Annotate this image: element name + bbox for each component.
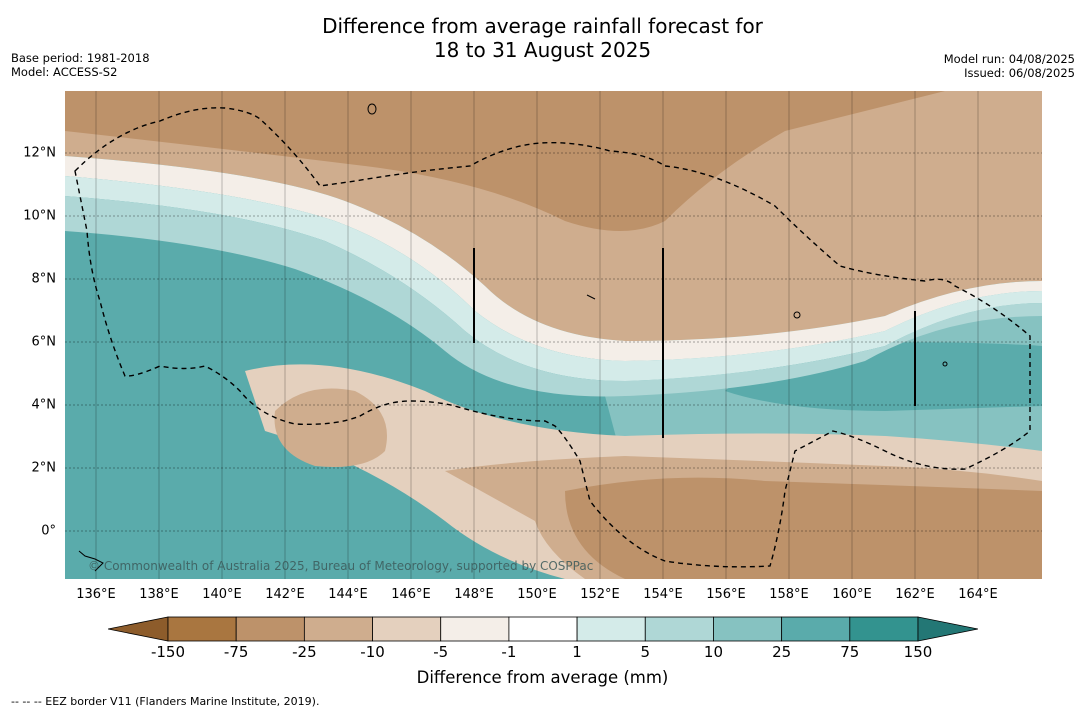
- lon-label: 136°E: [76, 587, 116, 602]
- colorbar-segments: [108, 616, 978, 642]
- lon-label: 158°E: [769, 587, 809, 602]
- lat-label: 0°: [41, 523, 56, 539]
- issued-text: Issued: 06/08/2025: [964, 66, 1075, 80]
- base-period-text: Base period: 1981-2018: [11, 51, 150, 65]
- colorbar-segment: [372, 616, 442, 642]
- meta-left: Base period: 1981-2018 Model: ACCESS-S2: [11, 51, 150, 79]
- colorbar-tick-label: -5: [433, 643, 449, 661]
- colorbar-segment: [303, 616, 373, 642]
- lon-label: 154°E: [643, 587, 683, 602]
- map-title: Difference from average rainfall forecas…: [0, 14, 1085, 62]
- lon-label: 152°E: [580, 587, 620, 602]
- colorbar-segment: [713, 616, 783, 642]
- north-wet-band: [65, 196, 1042, 397]
- lon-label: 146°E: [391, 587, 431, 602]
- colorbar-segment: [849, 616, 919, 642]
- colorbar-tick-label: -150: [150, 643, 186, 661]
- eez-footnote: -- -- -- EEZ border V11 (Flanders Marine…: [11, 695, 320, 708]
- colorbar-tick-label: 1: [572, 643, 582, 661]
- colorbar-low-extend: [108, 616, 169, 642]
- lat-grid: [65, 152, 1042, 532]
- lon-label: 140°E: [202, 587, 242, 602]
- colorbar-segment: [167, 616, 237, 642]
- map-svg: [65, 91, 1042, 579]
- colorbar-tick-label: 75: [840, 643, 860, 661]
- lat-label: 2°N: [31, 460, 57, 476]
- lon-label: 156°E: [706, 587, 746, 602]
- lon-label: 160°E: [832, 587, 872, 602]
- colorbar-tick-label: 25: [772, 643, 792, 661]
- lon-label: 162°E: [895, 587, 935, 602]
- colorbar-segment: [235, 616, 305, 642]
- lon-label: 148°E: [454, 587, 494, 602]
- lon-grid: [95, 91, 979, 579]
- lat-label: 6°N: [31, 334, 57, 350]
- colorbar-tick-label: -1: [501, 643, 517, 661]
- meta-right: Model run: 04/08/2025 Issued: 06/08/2025: [944, 52, 1075, 80]
- colorbar-tick-label: -10: [360, 643, 385, 661]
- lat-label: 10°N: [23, 208, 56, 224]
- colorbar-tick-label: -75: [223, 643, 249, 661]
- lon-label: 142°E: [265, 587, 305, 602]
- lon-label: 150°E: [517, 587, 557, 602]
- lon-label: 164°E: [958, 587, 998, 602]
- colorbar-tick-label: 10: [703, 643, 723, 661]
- colorbar-segment: [781, 616, 851, 642]
- lat-label: 8°N: [31, 271, 57, 287]
- model-run-text: Model run: 04/08/2025: [943, 52, 1075, 66]
- north-transition-band: [65, 156, 1042, 361]
- colorbar-tick-label: 5: [640, 643, 651, 661]
- colorbar-segment: [508, 616, 578, 642]
- colorbar-segment: [576, 616, 646, 642]
- rainfall-map[interactable]: [65, 91, 1042, 579]
- eez-borders: [74, 107, 1031, 568]
- colorbar-segment: [440, 616, 510, 642]
- colorbar-tick-label: -25: [292, 643, 317, 661]
- colorbar: [108, 616, 978, 642]
- dry-blob-143e: [274, 388, 387, 467]
- islands: [78, 103, 948, 572]
- lat-label: 4°N: [31, 397, 57, 413]
- boundary-lines: [473, 248, 916, 438]
- title-line-2: 18 to 31 August 2025: [433, 38, 652, 62]
- lon-label: 138°E: [139, 587, 179, 602]
- credit-text: © Commonwealth of Australia 2025, Bureau…: [88, 559, 594, 573]
- model-text: Model: ACCESS-S2: [11, 65, 118, 79]
- colorbar-tick-label: 150: [903, 643, 933, 661]
- colorbar-segment: [644, 616, 714, 642]
- north-light-wet-band: [65, 176, 1042, 381]
- colorbar-high-extend: [917, 616, 978, 642]
- north-dry-core: [65, 91, 945, 231]
- lat-label: 12°N: [23, 145, 56, 161]
- title-line-1: Difference from average rainfall forecas…: [322, 14, 763, 38]
- colorbar-label: Difference from average (mm): [416, 668, 669, 687]
- south-dry-core: [565, 477, 1042, 579]
- lon-label: 144°E: [328, 587, 368, 602]
